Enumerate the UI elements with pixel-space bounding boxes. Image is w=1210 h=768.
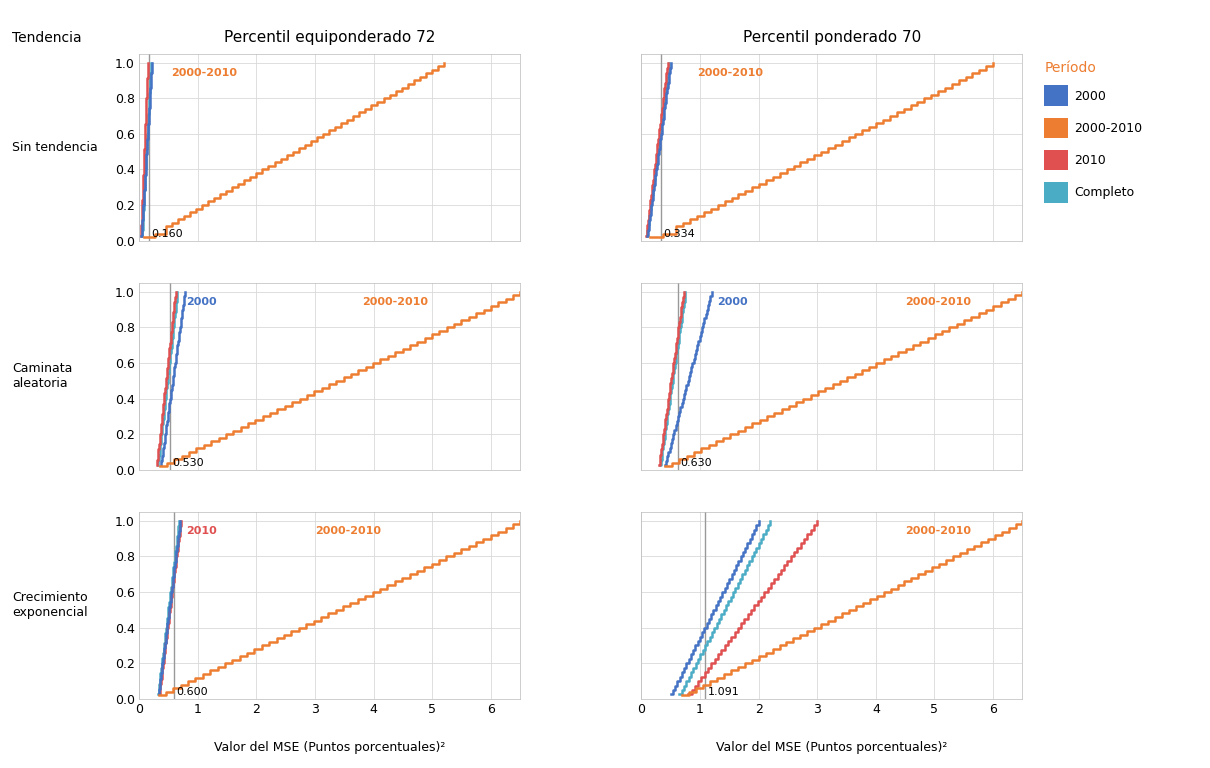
Text: 2000-2010: 2000-2010: [315, 526, 381, 536]
Text: Valor del MSE (Puntos porcentuales)²: Valor del MSE (Puntos porcentuales)²: [214, 741, 445, 754]
Text: 2000-2010: 2000-2010: [905, 526, 972, 536]
Text: 2000-2010: 2000-2010: [905, 297, 972, 307]
Text: 2000-2010: 2000-2010: [172, 68, 237, 78]
Text: Completo: Completo: [1074, 187, 1135, 199]
Text: Percentil ponderado 70: Percentil ponderado 70: [743, 29, 921, 45]
Text: 2000: 2000: [1074, 90, 1106, 102]
Text: 0.600: 0.600: [177, 687, 208, 697]
Text: 0.334: 0.334: [663, 229, 695, 239]
Text: Sin tendencia: Sin tendencia: [12, 141, 98, 154]
Text: Período: Período: [1044, 61, 1096, 75]
Text: 1.091: 1.091: [708, 687, 739, 697]
Text: 2010: 2010: [186, 526, 217, 536]
Text: Caminata
aleatoria: Caminata aleatoria: [12, 362, 73, 390]
Text: Percentil equiponderado 72: Percentil equiponderado 72: [224, 29, 436, 45]
Text: 2000-2010: 2000-2010: [362, 297, 428, 307]
Text: Tendencia: Tendencia: [12, 31, 82, 45]
Text: 2000-2010: 2000-2010: [697, 68, 764, 78]
Text: 0.530: 0.530: [173, 458, 204, 468]
Text: 2000: 2000: [718, 297, 748, 307]
Text: 2000: 2000: [186, 297, 217, 307]
Text: 0.630: 0.630: [680, 458, 713, 468]
Text: Crecimiento
exponencial: Crecimiento exponencial: [12, 591, 87, 620]
Text: 2000-2010: 2000-2010: [1074, 122, 1142, 134]
Text: 0.160: 0.160: [151, 229, 183, 239]
Text: 2010: 2010: [1074, 154, 1106, 167]
Text: Valor del MSE (Puntos porcentuales)²: Valor del MSE (Puntos porcentuales)²: [716, 741, 947, 754]
